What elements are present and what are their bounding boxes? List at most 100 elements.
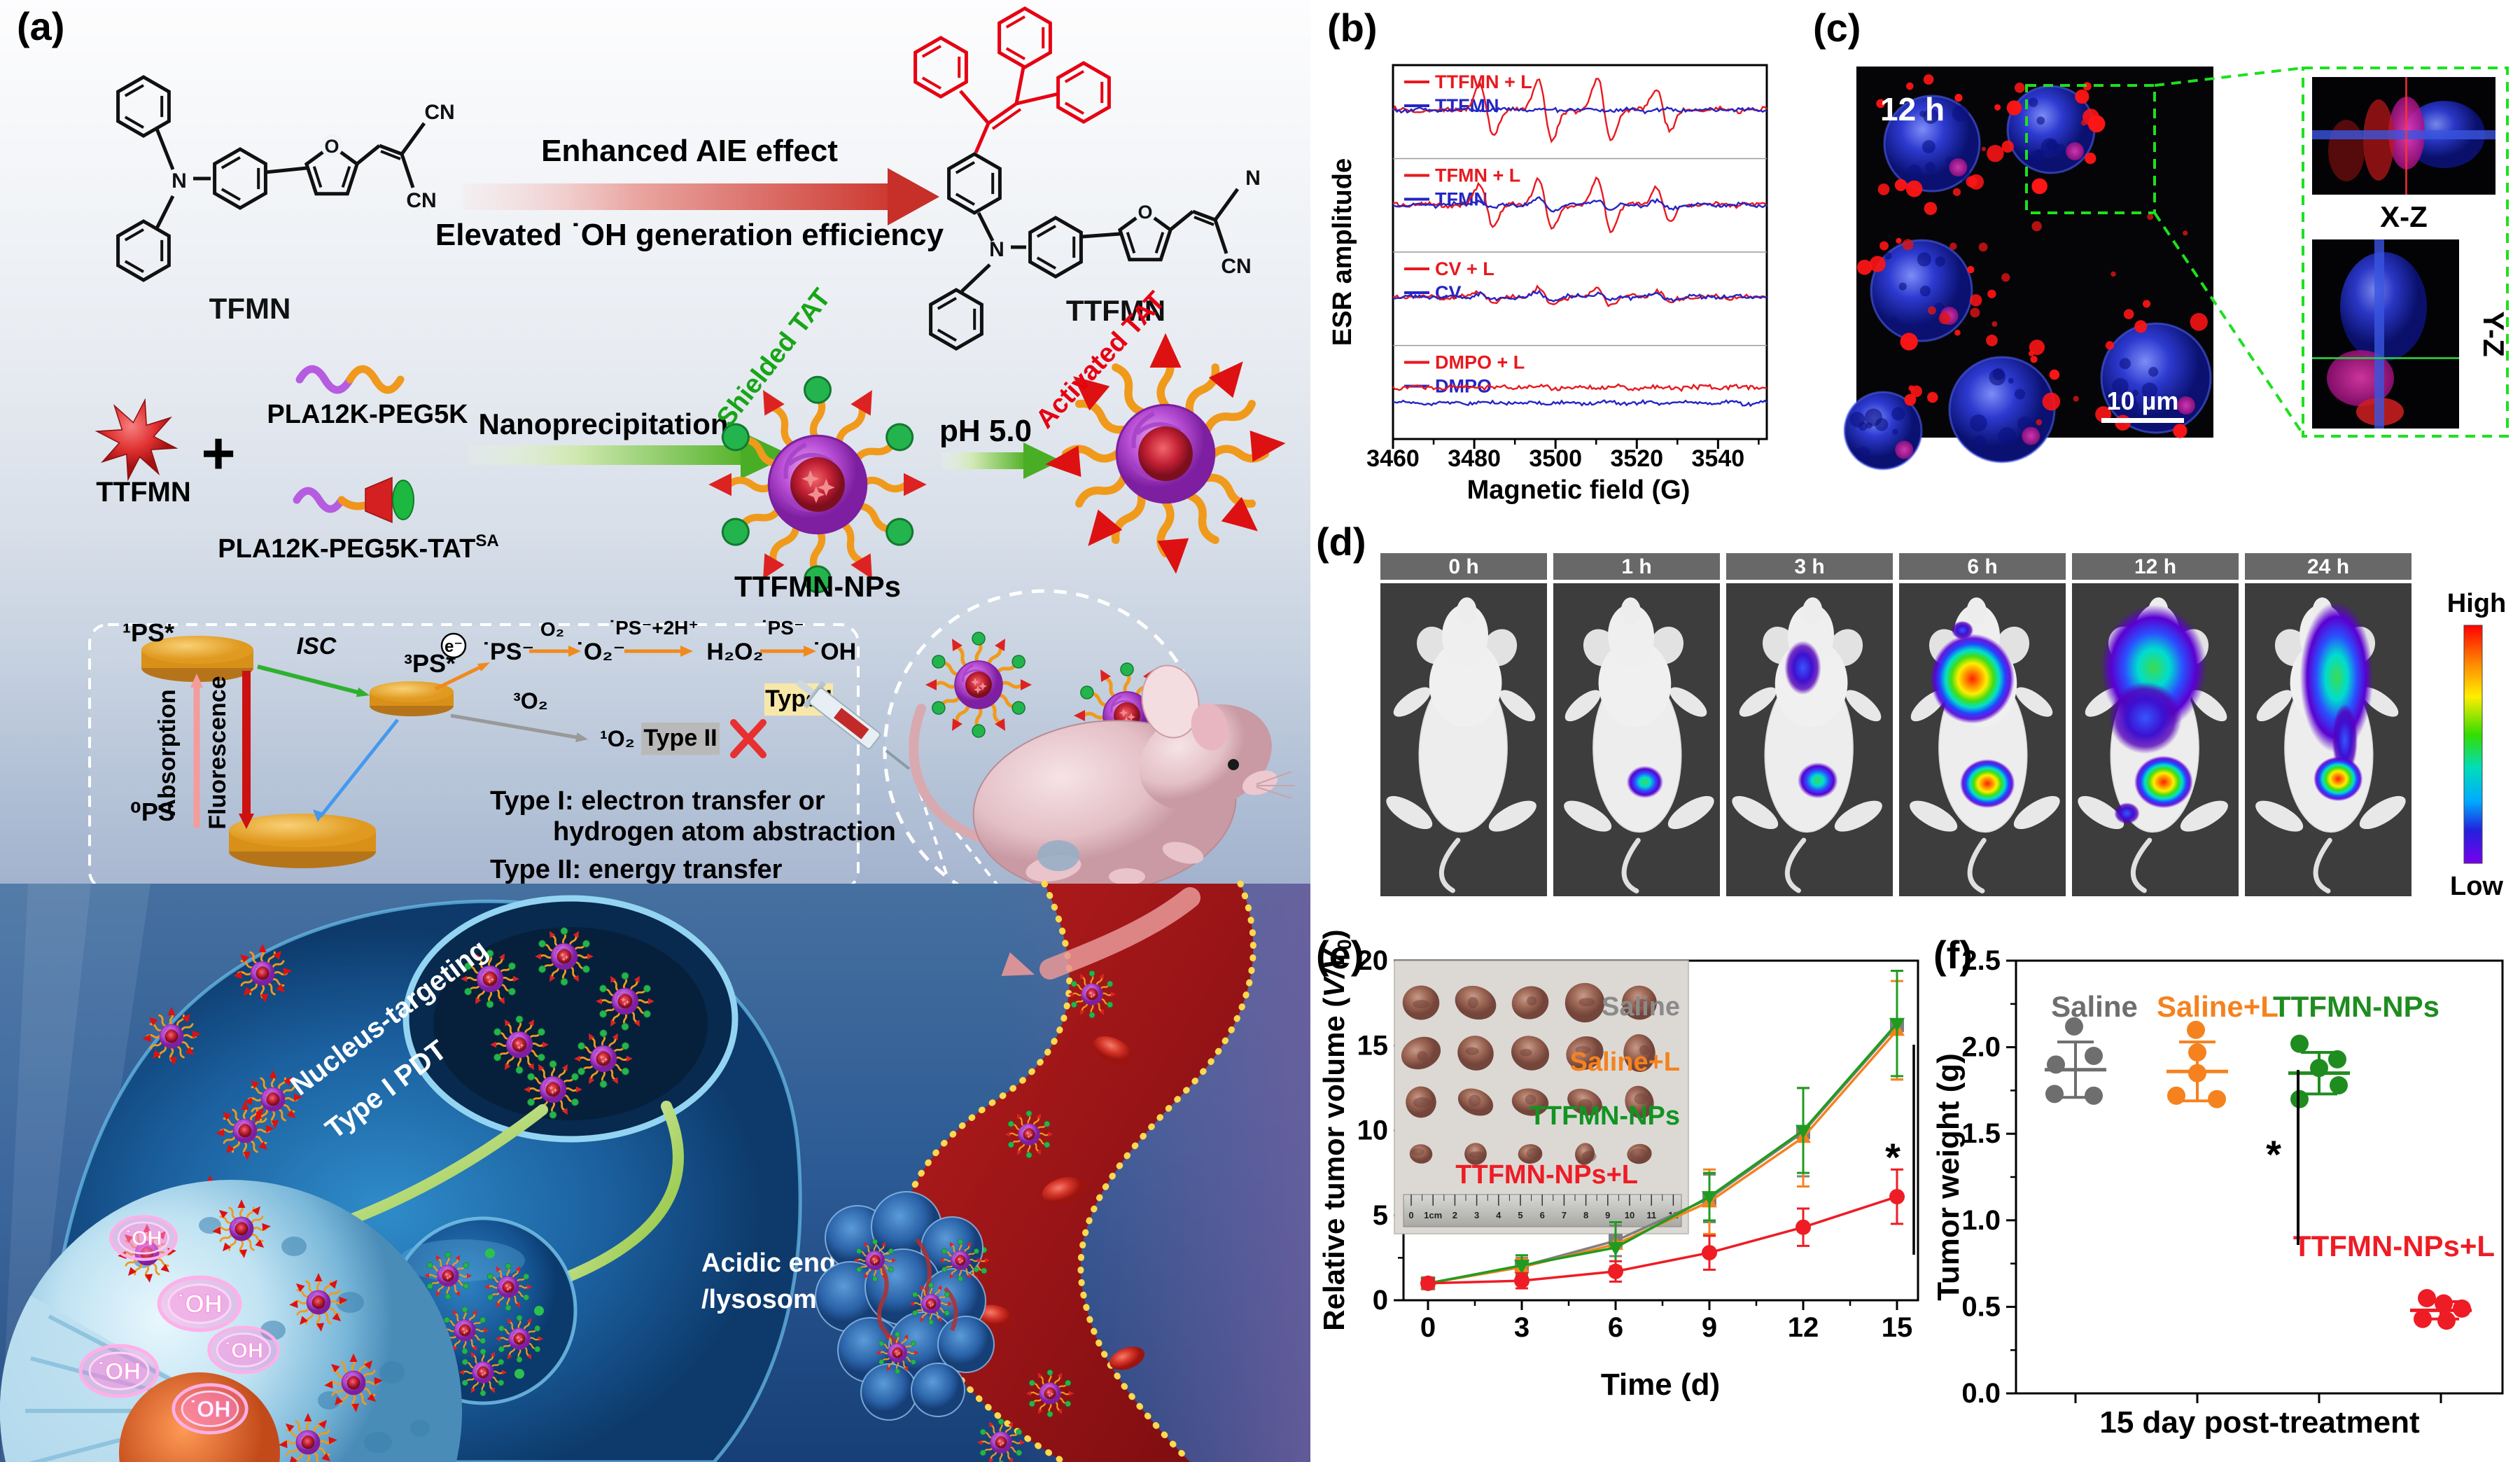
- panel-d-column-4: 12 h: [2072, 553, 2239, 896]
- time-label-3: 6 h: [1967, 555, 1997, 578]
- svg-text:10: 10: [1357, 1115, 1389, 1146]
- type2-box: [641, 723, 720, 755]
- aie-effect-text: Enhanced AIE effect: [541, 134, 838, 168]
- esr-trace-blue-1: [1392, 196, 1768, 213]
- vessel-wall-dots: [897, 880, 1073, 1462]
- inset-label-3: TTFMN-NPs+L: [1455, 1160, 1638, 1190]
- svg-text:5: 5: [1518, 1210, 1522, 1220]
- type1-desc-1: Type I: electron transfer or: [490, 786, 825, 816]
- tat-polymer-squiggle: [293, 487, 346, 513]
- ttfmn-star-icon: [94, 398, 178, 482]
- syringe-icon: [795, 678, 911, 770]
- svg-text:2.0: 2.0: [1961, 1032, 2001, 1063]
- esr-trace-red-3: [1392, 383, 1768, 393]
- electron-label: e⁻: [444, 637, 463, 656]
- type2-desc: Type II: energy transfer: [490, 855, 783, 884]
- svg-text:0.0: 0.0: [1961, 1378, 2001, 1409]
- svg-text:0: 0: [1373, 1285, 1388, 1316]
- svg-text:8: 8: [1583, 1210, 1588, 1220]
- red-blood-cells: [974, 1036, 1144, 1370]
- photophysics-diagram: ¹PS* ³PS* ⁰PS ISC e⁻ ˙PS⁻ O₂ ˙O₂⁻ ˙PS⁻+2…: [88, 617, 896, 891]
- luminescence-signal-4-1: [2108, 681, 2183, 754]
- time-label-5: 24 h: [2307, 555, 2349, 578]
- ortho-inset-box: [2302, 67, 2509, 438]
- mouse-eye: [1228, 759, 1239, 770]
- ps-2h-label: ˙PS⁻+2H⁺: [609, 617, 699, 639]
- yz-label: Y-Z: [2477, 311, 2510, 356]
- panel-d-column-5: 24 h: [2245, 553, 2412, 896]
- colorbar-high: High: [2447, 589, 2506, 618]
- colorbar: [2463, 625, 2483, 864]
- invivo-imaging-group: 0 h 1 h 3 h 6 h 12 h 24 h High Low: [1380, 553, 2506, 901]
- group-Saline+L: [2166, 1020, 2228, 1108]
- weight-ylabel: Tumor weight (g): [1931, 1053, 1966, 1301]
- svg-text:3480: 3480: [1448, 445, 1501, 472]
- mouse-tail: [909, 704, 985, 842]
- polymer2-label: PLA12K-PEG5K-TATSA: [218, 531, 498, 564]
- series-TTFMN-NPs+L: [1420, 1168, 1905, 1291]
- tfmn-furan-o: O: [324, 136, 339, 157]
- luminescence-signal-5-2: [2314, 756, 2363, 802]
- esr-trace-blue-2: [1392, 289, 1768, 302]
- volume-ylabel: Relative tumor volume (V/V0): [1317, 929, 1355, 1330]
- esr-legend-red-1: TFMN + L: [1435, 165, 1520, 186]
- type1-desc-2: hydrogen atom abstraction: [553, 817, 896, 847]
- volume-xlabel: Time (d): [1601, 1367, 1720, 1402]
- svg-text:Type II: Type II: [643, 725, 717, 751]
- vessel-flow-arrow: [1040, 887, 1200, 980]
- panel-e-label: (e): [1316, 933, 1364, 977]
- luminescence-signal-1-0: [1626, 765, 1664, 798]
- isc-label: ISC: [297, 633, 337, 660]
- red-cross-icon: [730, 719, 766, 758]
- peg-pla-squiggle: [295, 365, 354, 394]
- esr-trace-blue-0: [1392, 106, 1768, 115]
- luminescence-signal-3-0: [1930, 634, 2015, 724]
- svg-text:0: 0: [1420, 1312, 1436, 1343]
- oh-efficiency-text: Elevated ˙OH generation efficiency: [435, 218, 944, 252]
- svg-text:3: 3: [1474, 1210, 1479, 1220]
- svg-text:10: 10: [1625, 1210, 1634, 1220]
- peg-pla-squiggle-2: [346, 365, 405, 394]
- aie-arrow: Enhanced AIE effect Elevated ˙OH generat…: [435, 134, 944, 252]
- esr-legend-red-0: TTFMN + L: [1435, 71, 1532, 92]
- inset-label-1: Saline+L: [1570, 1047, 1680, 1077]
- svg-text:˙OH: ˙OH: [224, 1339, 263, 1363]
- svg-text:2.5: 2.5: [1961, 945, 2001, 976]
- ttfmn-label: TTFMN: [1066, 294, 1166, 327]
- svg-text:3500: 3500: [1529, 445, 1582, 472]
- group-label-0: Saline: [2051, 990, 2138, 1023]
- panel-f-label: (f): [1933, 933, 1973, 977]
- svg-text:1.0: 1.0: [1961, 1205, 2001, 1236]
- tat-polymer-linker: [337, 496, 368, 510]
- esr-ylabel: ESR amplitude: [1328, 158, 1357, 346]
- xz-label: X-Z: [2380, 200, 2428, 233]
- superoxide-label: ˙O₂⁻: [576, 639, 626, 665]
- svg-text:2: 2: [1452, 1210, 1457, 1220]
- inset-label-2: TTFMN-NPs: [1530, 1101, 1680, 1131]
- svg-text:4: 4: [1496, 1210, 1502, 1220]
- h2o2-label: H₂O₂: [706, 639, 763, 665]
- svg-text:3460: 3460: [1366, 445, 1420, 472]
- confocal-image-group: 12 h 10 µm X-Z Y-Z: [1843, 67, 2510, 471]
- esr-legend-red-3: DMPO + L: [1435, 352, 1525, 373]
- np-label: TTFMN-NPs: [734, 570, 901, 603]
- inset-label-0: Saline: [1602, 992, 1680, 1022]
- luminescence-signal-2-0: [1784, 641, 1821, 695]
- mouse-ear: [1141, 664, 1200, 739]
- tfmn-cn-1: CN: [424, 101, 454, 124]
- tfmn-label: TFMN: [209, 292, 291, 325]
- ttfmn-nitrile-n: N: [1245, 167, 1261, 190]
- nanoprecipitation-arrow: [468, 445, 741, 465]
- svg-text:3: 3: [1514, 1312, 1530, 1343]
- esr-trace-blue-3: [1392, 398, 1768, 408]
- svg-text:3520: 3520: [1610, 445, 1663, 472]
- scalebar: [2101, 418, 2184, 423]
- mouse-tumor-spot: [1037, 840, 1079, 871]
- svg-text:9: 9: [1702, 1312, 1717, 1343]
- colorbar-low: Low: [2450, 872, 2503, 901]
- ph-arrow: [941, 452, 1023, 469]
- svg-text:6: 6: [1540, 1210, 1545, 1220]
- panel-a-label: (a): [17, 4, 65, 48]
